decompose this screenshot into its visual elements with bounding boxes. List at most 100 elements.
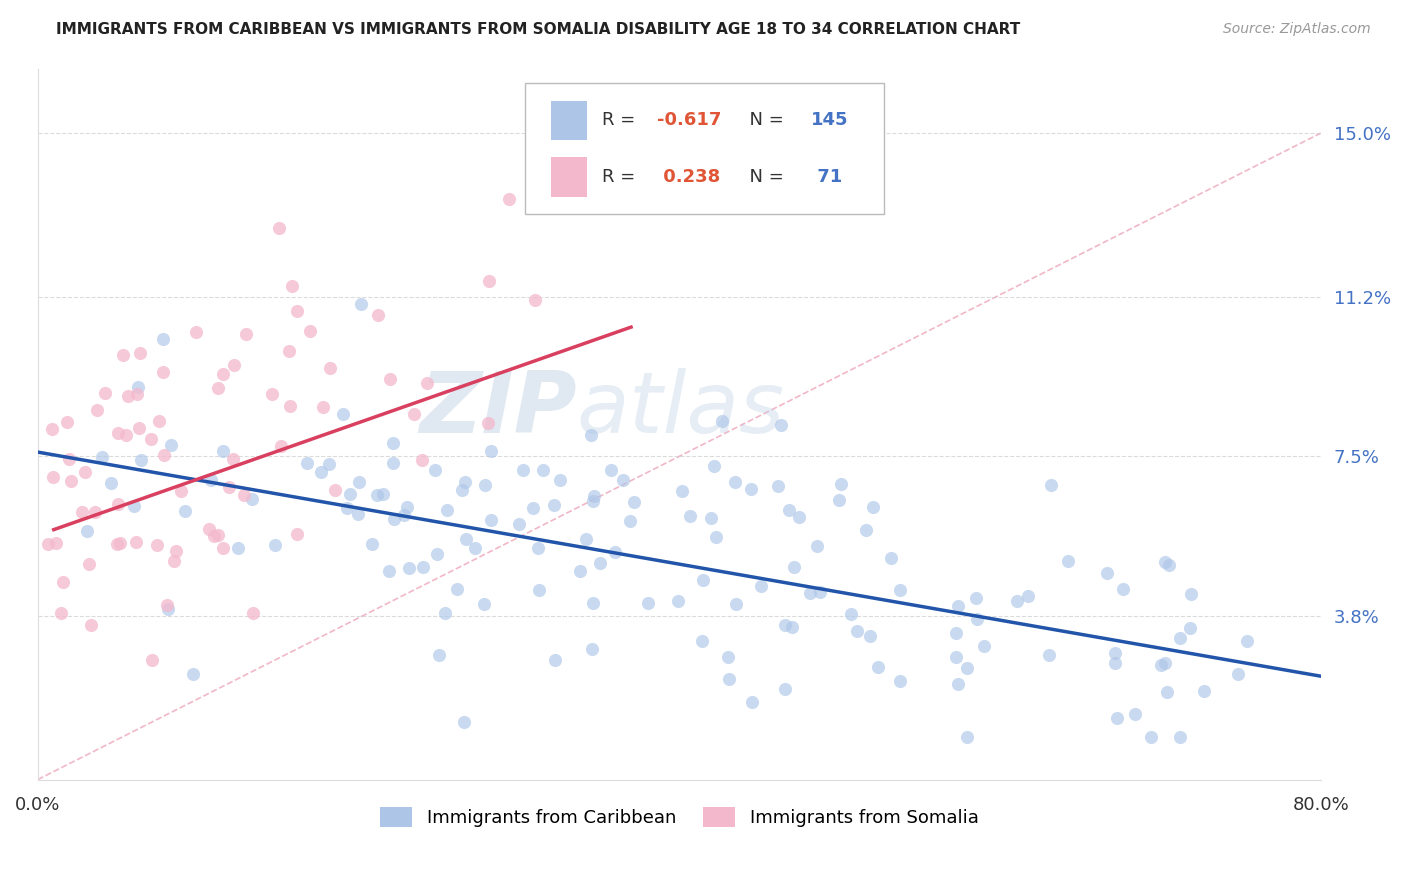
FancyBboxPatch shape: [526, 83, 884, 214]
Point: [623, 494, 645, 508]
Point: [198, 522, 221, 536]
Point: [966, 612, 988, 626]
Point: [718, 672, 741, 686]
Point: [603, 544, 626, 558]
Point: [855, 523, 877, 537]
Point: [127, 380, 149, 394]
Point: [141, 653, 163, 667]
Point: [349, 475, 371, 489]
Point: [332, 407, 354, 421]
Point: [700, 511, 723, 525]
Point: [41, 422, 63, 436]
Point: [211, 444, 233, 458]
Point: [222, 358, 245, 372]
Point: [312, 400, 335, 414]
Point: [395, 500, 418, 514]
Point: [382, 436, 405, 450]
Point: [828, 493, 851, 508]
Point: [581, 642, 603, 657]
Point: [42, 470, 65, 484]
Point: [702, 458, 724, 473]
Point: [548, 473, 571, 487]
Point: [859, 629, 882, 643]
Point: [49, 607, 72, 621]
Text: R =: R =: [602, 168, 641, 186]
Point: [1168, 730, 1191, 744]
Point: [311, 465, 333, 479]
Point: [1123, 706, 1146, 721]
Point: [1104, 657, 1126, 671]
Point: [1180, 587, 1202, 601]
Point: [318, 457, 340, 471]
Point: [83, 505, 105, 519]
Point: [350, 297, 373, 311]
Point: [456, 532, 478, 546]
Point: [148, 414, 170, 428]
Point: [260, 387, 283, 401]
Point: [524, 293, 547, 307]
Point: [232, 488, 254, 502]
Point: [56, 415, 79, 429]
Point: [111, 348, 134, 362]
Point: [806, 540, 828, 554]
Point: [868, 660, 890, 674]
Point: [1104, 646, 1126, 660]
Point: [773, 682, 796, 697]
Point: [412, 560, 434, 574]
Point: [211, 368, 233, 382]
Point: [1039, 478, 1062, 492]
Point: [945, 625, 967, 640]
Point: [1140, 730, 1163, 744]
Point: [73, 465, 96, 479]
Point: [319, 360, 342, 375]
Point: [122, 500, 145, 514]
Point: [1156, 684, 1178, 698]
Point: [427, 648, 450, 663]
Point: [392, 508, 415, 522]
Point: [478, 274, 501, 288]
Point: [808, 585, 831, 599]
Point: [450, 483, 472, 497]
Point: [724, 597, 747, 611]
FancyBboxPatch shape: [551, 101, 586, 140]
Point: [163, 554, 186, 568]
Point: [711, 413, 734, 427]
Point: [717, 650, 740, 665]
Point: [1236, 634, 1258, 648]
Point: [139, 433, 162, 447]
Point: [946, 599, 969, 613]
Point: [472, 597, 495, 611]
Point: [86, 402, 108, 417]
Point: [298, 324, 321, 338]
Point: [1112, 582, 1135, 596]
Point: [218, 480, 240, 494]
Point: [479, 444, 502, 458]
Point: [270, 439, 292, 453]
Point: [107, 497, 129, 511]
Point: [679, 508, 702, 523]
Point: [1168, 631, 1191, 645]
Point: [778, 503, 800, 517]
Point: [612, 473, 634, 487]
Point: [1150, 657, 1173, 672]
Point: [165, 544, 187, 558]
Point: [267, 220, 290, 235]
Point: [1154, 554, 1177, 568]
Point: [1097, 566, 1119, 580]
Point: [889, 582, 911, 597]
Point: [108, 536, 131, 550]
Point: [582, 596, 605, 610]
Point: [77, 557, 100, 571]
Point: [479, 513, 502, 527]
Point: [1159, 558, 1181, 572]
Point: [381, 456, 404, 470]
Point: [582, 490, 605, 504]
Point: [411, 453, 433, 467]
Point: [741, 695, 763, 709]
Point: [181, 667, 204, 681]
Point: [378, 564, 401, 578]
Point: [1178, 621, 1201, 635]
Point: [945, 650, 967, 665]
Point: [226, 541, 249, 556]
Point: [498, 192, 520, 206]
